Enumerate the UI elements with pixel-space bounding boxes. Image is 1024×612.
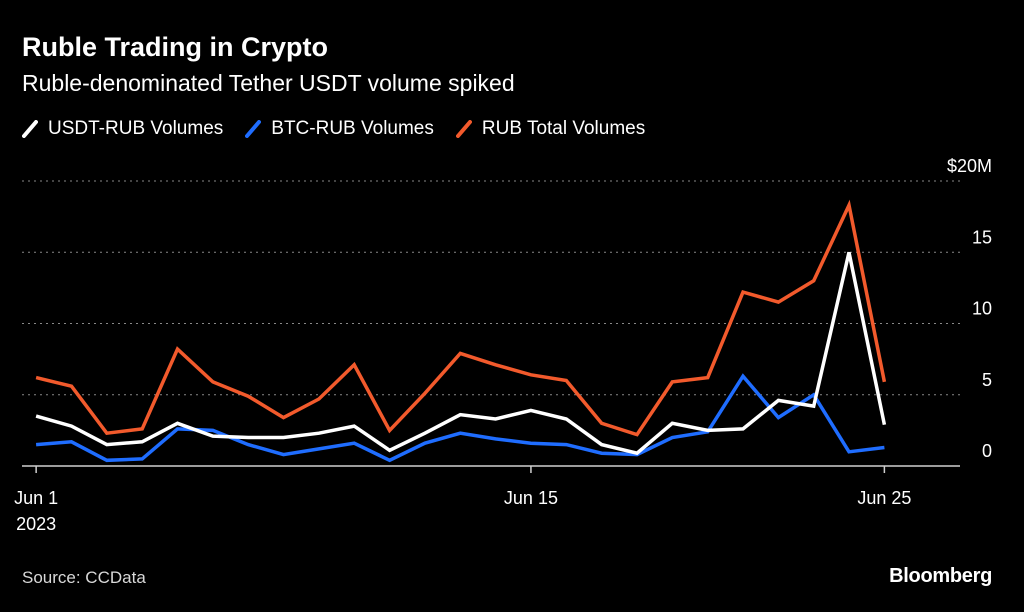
legend-swatch-rub — [455, 120, 472, 138]
y-tick-label-1: 15 — [972, 227, 992, 247]
x-tick-label-2: Jun 25 — [857, 488, 911, 508]
series-line-rub — [35, 199, 887, 437]
legend-label-usdt: USDT-RUB Volumes — [48, 118, 224, 139]
y-tick-label-2: 10 — [972, 299, 992, 319]
legend: USDT-RUB Volumes BTC-RUB Volumes RUB Tot… — [22, 118, 667, 140]
chart-subtitle: Ruble-denominated Tether USDT volume spi… — [22, 70, 515, 96]
series-line-usdt — [35, 251, 887, 456]
series-line-btc — [35, 373, 885, 463]
x-tick-label-0: Jun 1 — [14, 488, 58, 508]
legend-swatch-usdt — [22, 120, 38, 138]
legend-swatch-btc — [245, 120, 262, 138]
y-tick-label-4: 0 — [982, 441, 992, 461]
y-tick-label-3: 5 — [982, 370, 992, 390]
legend-item-usdt: USDT-RUB Volumes — [22, 118, 223, 140]
chart-title: Ruble Trading in Crypto — [22, 32, 329, 62]
x-tick-sublabel-0: 2023 — [16, 514, 56, 534]
legend-item-btc: BTC-RUB Volumes — [245, 118, 434, 140]
x-tick-label-1: Jun 15 — [504, 488, 558, 508]
bloomberg-logo: Bloomberg — [889, 565, 992, 587]
source-note: Source: CCData — [22, 568, 146, 587]
y-tick-label-0: $20M — [947, 156, 992, 176]
legend-label-btc: BTC-RUB Volumes — [271, 118, 434, 139]
legend-label-rub: RUB Total Volumes — [481, 118, 646, 139]
legend-item-rub: RUB Total Volumes — [455, 118, 646, 140]
